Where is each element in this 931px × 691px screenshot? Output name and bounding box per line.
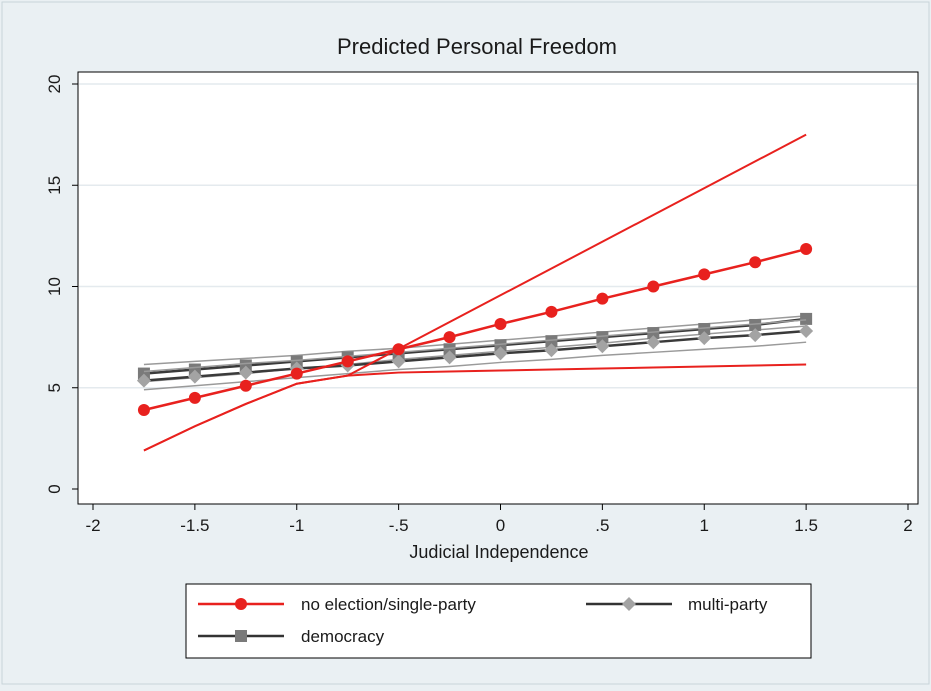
y-tick-label: 5 — [45, 383, 64, 392]
data-point-circle — [596, 292, 609, 305]
series-line-diamond — [143, 329, 807, 382]
data-point-diamond — [493, 346, 508, 361]
data-point-diamond — [697, 331, 712, 346]
data-point-square — [596, 331, 609, 344]
x-axis-label: Judicial Independence — [409, 542, 588, 562]
data-point-diamond — [544, 343, 559, 358]
x-tick-label: 1 — [700, 516, 709, 535]
data-point-diamond — [187, 369, 202, 384]
data-point-square — [749, 318, 762, 331]
x-tick-label: -1 — [289, 516, 304, 535]
data-point-circle — [749, 256, 762, 269]
data-point-square — [494, 339, 507, 352]
data-point-circle — [647, 280, 660, 293]
data-point-square — [647, 327, 660, 340]
plot-area — [77, 71, 919, 505]
data-point-diamond — [391, 354, 406, 369]
data-point-diamond — [799, 324, 814, 339]
x-tick-label: .5 — [595, 516, 609, 535]
data-point-circle — [443, 331, 456, 344]
series-layer — [136, 133, 814, 452]
data-point-diamond — [238, 365, 253, 380]
legend-label: no election/single-party — [301, 595, 476, 614]
data-point-circle — [392, 343, 405, 356]
legend-marker-square — [235, 630, 247, 642]
chart-title: Predicted Personal Freedom — [337, 34, 617, 59]
y-tick-label: 15 — [45, 176, 64, 195]
x-tick-label: -1.5 — [180, 516, 209, 535]
data-point-diamond — [136, 373, 151, 388]
series-line-square — [143, 317, 807, 375]
data-point-circle — [188, 391, 201, 404]
data-point-circle — [137, 404, 150, 417]
legend-marker-circle — [235, 598, 247, 610]
data-point-diamond — [748, 328, 763, 343]
data-point-circle — [698, 268, 711, 281]
data-point-diamond — [646, 335, 661, 350]
grid-layer — [79, 83, 917, 389]
data-point-diamond — [595, 339, 610, 354]
data-point-square — [290, 355, 303, 368]
ci-upper-line-square — [143, 315, 807, 366]
legend-box — [185, 583, 812, 659]
x-tick-label: 2 — [903, 516, 912, 535]
y-tick-label: 20 — [45, 75, 64, 94]
x-tick-label: 1.5 — [794, 516, 818, 535]
series-line-circle — [143, 247, 807, 412]
data-point-circle — [545, 305, 558, 318]
x-tick-label: -.5 — [389, 516, 409, 535]
axis-layer: 0 5 10 15 20 -2 -1.5 -1 -.5 0 .5 1 1.5 2 — [45, 75, 913, 535]
data-point-square — [545, 335, 558, 348]
data-point-square — [800, 312, 813, 325]
y-tick-label: 0 — [45, 484, 64, 493]
data-point-circle — [290, 367, 303, 380]
legend: no election/single-party multi-party democ… — [185, 583, 812, 659]
legend-label: multi-party — [688, 595, 768, 614]
data-point-circle — [800, 243, 813, 256]
ci-upper-line-diamond — [143, 319, 807, 373]
data-point-circle — [341, 355, 354, 368]
x-tick-label: -2 — [85, 516, 100, 535]
data-point-circle — [239, 379, 252, 392]
data-point-diamond — [442, 350, 457, 365]
x-tick-label: 0 — [496, 516, 505, 535]
legend-marker-diamond — [622, 597, 636, 611]
ci-lower-line-circle — [143, 133, 807, 452]
ci-lower-line-diamond — [143, 341, 807, 391]
data-point-circle — [494, 317, 507, 330]
data-point-square — [698, 323, 711, 336]
data-point-square — [443, 343, 456, 356]
y-tick-label: 10 — [45, 277, 64, 296]
legend-label: democracy — [301, 627, 385, 646]
data-point-square — [239, 359, 252, 372]
